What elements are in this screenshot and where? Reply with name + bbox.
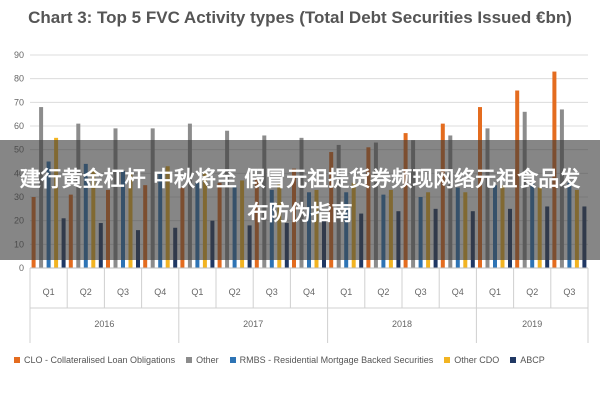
y-tick-label: 60 [14, 121, 24, 131]
y-tick-label: 0 [19, 263, 24, 273]
x-tick-label: Q3 [415, 287, 427, 297]
x-tick-label: Q2 [377, 287, 389, 297]
x-tick-label: Q2 [80, 287, 92, 297]
y-tick-label: 80 [14, 74, 24, 84]
year-group-label: 2016 [94, 319, 114, 329]
legend-swatch [444, 357, 451, 364]
x-tick-label: Q1 [489, 287, 501, 297]
x-tick-label: Q4 [303, 287, 315, 297]
legend-item: CLO - Collateralised Loan Obligations [14, 355, 175, 365]
legend-item: Other [186, 355, 219, 365]
year-group-label: 2019 [522, 319, 542, 329]
x-tick-label: Q1 [43, 287, 55, 297]
legend-label: Other CDO [454, 354, 500, 365]
legend-label: Other [196, 354, 219, 365]
year-group-label: 2017 [243, 319, 263, 329]
legend-label: ABCP [520, 354, 545, 365]
x-tick-label: Q4 [452, 287, 464, 297]
x-tick-label: Q1 [340, 287, 352, 297]
overlay-headline: 建行黄金杠杆 中秋将至 假冒元祖提货券频现网络元祖食品发布防伪指南 [19, 167, 581, 225]
x-tick-label: Q2 [229, 287, 241, 297]
legend-item: RMBS - Residential Mortgage Backed Secur… [229, 354, 434, 365]
legend-swatch [186, 357, 193, 364]
legend-label: RMBS - Residential Mortgage Backed Secur… [239, 354, 434, 365]
chart-title: Chart 3: Top 5 FVC Activity types (Total… [28, 8, 572, 27]
chart-legend: CLO - Collateralised Loan Obligations Oth… [14, 354, 594, 370]
legend-item: ABCP [510, 355, 545, 365]
watermark-overlay [0, 140, 600, 260]
x-tick-label: Q3 [117, 287, 129, 297]
y-tick-label: 90 [14, 50, 24, 60]
legend-label: CLO - Collateralised Loan Obligations [24, 354, 176, 365]
x-tick-label: Q3 [563, 287, 575, 297]
year-group-label: 2018 [392, 319, 412, 329]
legend-swatch [510, 357, 517, 364]
legend-item: Other CDO [444, 355, 499, 365]
legend-swatch [14, 357, 20, 364]
legend-swatch [229, 357, 236, 364]
x-tick-label: Q4 [154, 287, 166, 297]
x-tick-label: Q1 [191, 287, 203, 297]
x-tick-label: Q3 [266, 287, 278, 297]
y-tick-label: 70 [14, 97, 24, 107]
x-tick-label: Q2 [526, 287, 538, 297]
